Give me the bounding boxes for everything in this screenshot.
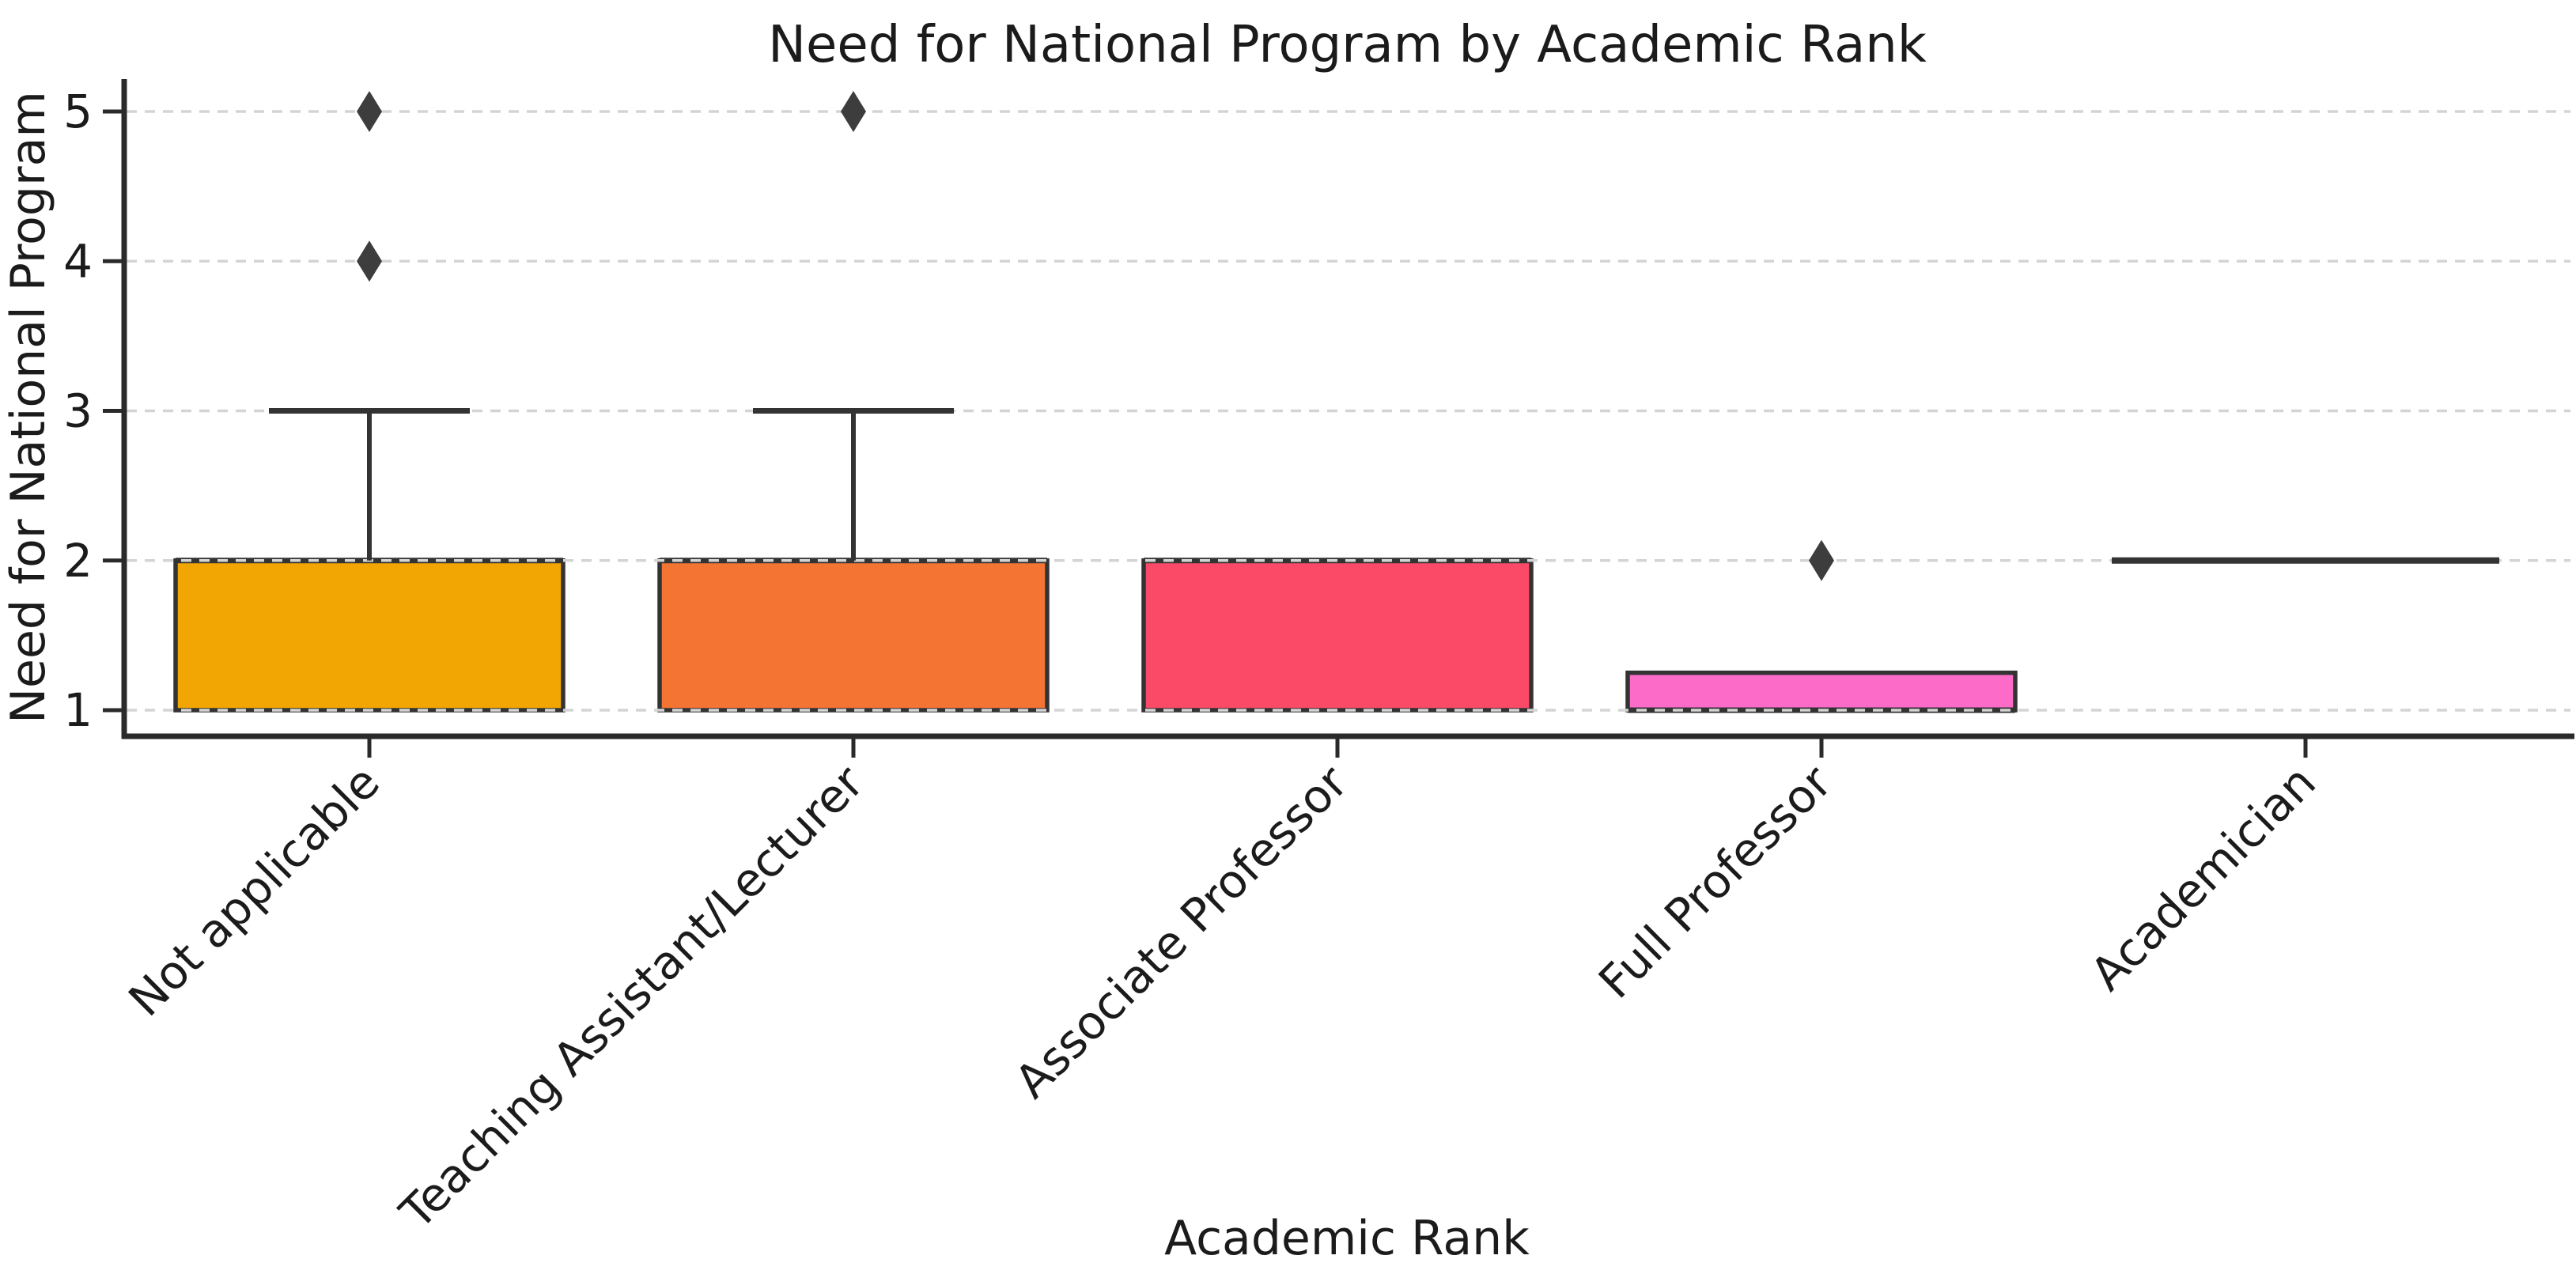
outlier-diamond-4-at-2 [1809,539,1834,581]
x-tick-label-1: Not applicable [119,755,390,1027]
outlier-diamond-1-at-5 [357,91,382,132]
x-tick-label-4: Full Professor [1588,755,1842,1009]
outlier-diamond-1-at-4 [357,240,382,282]
x-tick-label-5: Academician [2080,755,2326,1001]
x-tick-label-3: Associate Professor [1004,755,1358,1109]
y-tick-label-5: 5 [63,85,93,138]
x-tick-label-2: Teaching Assistant/Lecturer [389,755,874,1240]
box-4 [1625,670,2018,713]
y-tick-label-1: 1 [63,683,93,737]
chart-title: Need for National Program by Academic Ra… [768,16,1927,74]
box-3 [1141,558,1534,713]
y-tick-label-2: 2 [63,534,93,588]
box-1 [173,558,566,713]
outlier-diamond-2-at-5 [841,91,866,132]
x-axis-label: Academic Rank [1164,1211,1530,1266]
box-2 [657,558,1050,713]
y-tick-label-4: 4 [63,234,93,288]
y-tick-label-3: 3 [63,384,93,438]
